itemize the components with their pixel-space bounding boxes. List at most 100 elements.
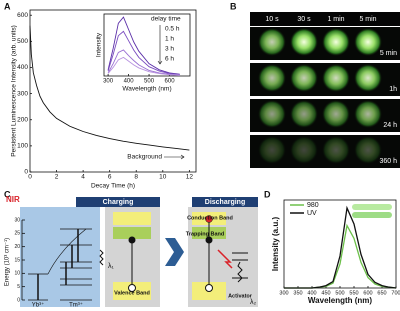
y-axis-title: Persistent Luminescence Intensity (arb. …: [11, 25, 18, 157]
hole: [128, 284, 136, 292]
x-tick-label: 8: [134, 174, 138, 181]
phosphor-spot: [354, 28, 382, 56]
x-tick-label: 300: [279, 290, 288, 296]
y-tick-label: 15: [14, 257, 20, 263]
y-tick-label: 600: [17, 12, 28, 19]
y-tick-label: 200: [17, 116, 28, 123]
column-label: 5 min: [359, 16, 376, 23]
trapping-band: [113, 227, 151, 239]
phosphor-spot: [290, 136, 318, 164]
y-tick-label: 25: [14, 231, 20, 237]
plot-frame: [103, 13, 191, 77]
x-tick-label: 450: [321, 290, 330, 296]
plot-frame: [29, 9, 197, 173]
transfer-arrow: [217, 249, 233, 269]
panel-label: C: [4, 189, 11, 199]
step-bar: [192, 197, 258, 207]
legend-label: 6 h: [165, 56, 174, 63]
data-line: [107, 16, 180, 75]
photo-bg: [250, 12, 400, 26]
emission: [99, 249, 104, 266]
panel-label: B: [230, 1, 237, 11]
step-label: Discharging: [205, 199, 245, 206]
phosphor-spot: [322, 28, 350, 56]
row-label: 5 min: [380, 50, 397, 57]
legend-label: 0.5 h: [165, 26, 180, 33]
annotation: Background: [127, 154, 162, 161]
x-tick-label: 2: [55, 174, 59, 181]
y-tick-label: 500: [17, 38, 28, 45]
x-axis-title: Wavelength (nm): [308, 296, 372, 305]
row-label: 1h: [389, 86, 397, 93]
y-axis-title: Intensity (a.u.): [271, 217, 280, 272]
electron: [205, 236, 213, 244]
phosphor-spot: [258, 136, 286, 164]
photo-inset: [352, 212, 392, 218]
phosphor-spot: [258, 100, 286, 128]
y-tick-label: 400: [17, 64, 28, 71]
x-tick-label: 600: [363, 290, 372, 296]
legend-arrow: [157, 25, 163, 65]
step-bar: [76, 197, 160, 207]
column-label: 30 s: [297, 16, 311, 23]
x-tick-label: 10: [159, 174, 167, 181]
x-tick-label: 4: [81, 174, 85, 181]
phosphor-spot: [258, 28, 286, 56]
data-line: [107, 56, 180, 76]
x-tick-label: 700: [391, 290, 400, 296]
phosphor-spot: [322, 64, 350, 92]
x-tick-label: 500: [144, 79, 155, 85]
y-tick-label: 100: [17, 143, 28, 150]
y-axis-title: Intensity: [96, 32, 103, 57]
emission: [237, 261, 243, 283]
y-tick-label: 30: [14, 217, 20, 223]
y-tick-label: 0: [24, 169, 28, 176]
phosphor-spot: [322, 136, 350, 164]
legend-label: 3 h: [165, 46, 174, 53]
x-tick-label: 500: [335, 290, 344, 296]
column-label: 10 s: [265, 16, 279, 23]
y-tick-label: 10: [14, 271, 20, 277]
diagram: [20, 197, 258, 307]
phosphor-spot: [258, 64, 286, 92]
row-label: 24 h: [383, 122, 397, 129]
data-line: [107, 30, 180, 76]
hole: [205, 284, 213, 292]
phosphor-spot: [290, 28, 318, 56]
x-tick-label: 6: [108, 174, 112, 181]
ion-label: Yb³⁺: [32, 302, 45, 309]
photo-inset: [352, 204, 392, 210]
phosphor-spot: [354, 64, 382, 92]
phosphor-spot: [354, 100, 382, 128]
data-line: [107, 49, 180, 76]
y-tick-label: 5: [17, 284, 20, 290]
electron: [205, 215, 213, 223]
x-tick-label: 400: [124, 79, 135, 85]
x-tick-label: 0: [28, 174, 32, 181]
x-tick-label: 650: [377, 290, 386, 296]
x-tick-label: 12: [186, 174, 194, 181]
transfer: [47, 228, 87, 275]
band-label: Trapping Band: [186, 231, 225, 237]
data-line: [29, 25, 190, 151]
ion-box: [20, 207, 100, 307]
x-axis-title: Wavelength (nm): [122, 86, 171, 93]
photo-panel: 10 s 30 s 1 min 5 min 5 min 1h 24 h 360 h: [250, 12, 400, 168]
x-tick-label: 400: [307, 290, 316, 296]
electron: [128, 236, 136, 244]
arrow: [165, 238, 184, 266]
phosphor-spot: [290, 64, 318, 92]
legend-title: delay time: [151, 16, 181, 23]
row-label: 360 h: [379, 158, 397, 165]
x-tick-label: 300: [103, 79, 114, 85]
excitation-label: NIR: [6, 195, 20, 204]
phosphor-spot: [290, 100, 318, 128]
column-label: 1 min: [327, 16, 344, 23]
legend-label: 980: [307, 202, 319, 209]
phosphor-spot: [354, 136, 382, 164]
panel-label: D: [264, 189, 271, 199]
ladder: [37, 229, 79, 300]
band-label: Valence Band: [114, 290, 150, 296]
